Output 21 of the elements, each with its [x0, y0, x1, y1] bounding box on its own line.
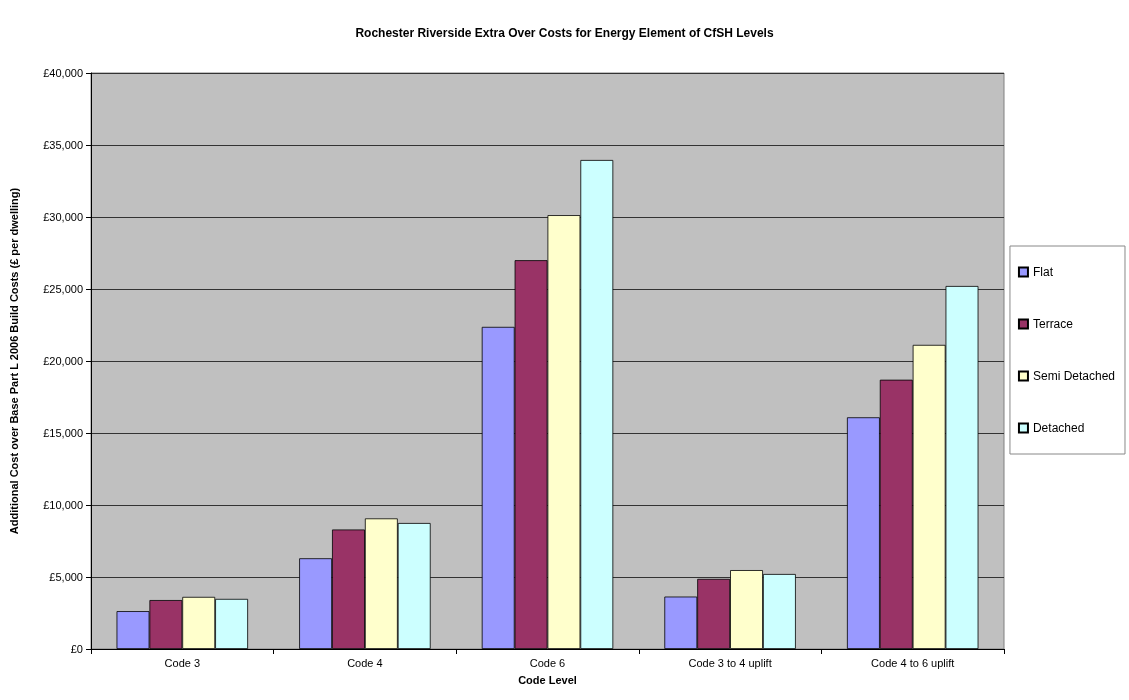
y-tick-label: £20,000 [43, 355, 83, 367]
legend-label: Terrace [1032, 317, 1074, 331]
y-tick-label: £5,000 [49, 571, 83, 583]
y-tick-label: £40,000 [43, 67, 83, 79]
x-tick-label: Code 4 to 6 uplift [871, 656, 955, 669]
y-tick-label: £15,000 [43, 427, 83, 439]
legend-label: Detached [1032, 421, 1085, 435]
y-axis-title: Additional Cost over Base Part L 2006 Build Costs (£ per dwelling) [7, 187, 20, 535]
legend-label: Flat [1032, 265, 1054, 279]
chart-title: Rochester Riverside Extra Over Costs for Energy Element of CfSH Levels [355, 26, 774, 40]
y-tick-label: £0 [70, 643, 83, 655]
x-tick-label: Code 3 [164, 656, 201, 669]
y-tick-label: £30,000 [43, 211, 83, 223]
x-tick-label: Code 3 to 4 uplift [688, 656, 772, 669]
legend-label: Semi Detached [1032, 369, 1115, 383]
y-tick-label: £25,000 [43, 283, 83, 295]
x-axis-title: Code Level [518, 673, 577, 686]
y-tick-label: £35,000 [43, 139, 83, 151]
x-tick-label: Code 6 [529, 656, 566, 669]
y-tick-label: £10,000 [43, 499, 83, 511]
x-tick-label: Code 4 [347, 656, 383, 669]
